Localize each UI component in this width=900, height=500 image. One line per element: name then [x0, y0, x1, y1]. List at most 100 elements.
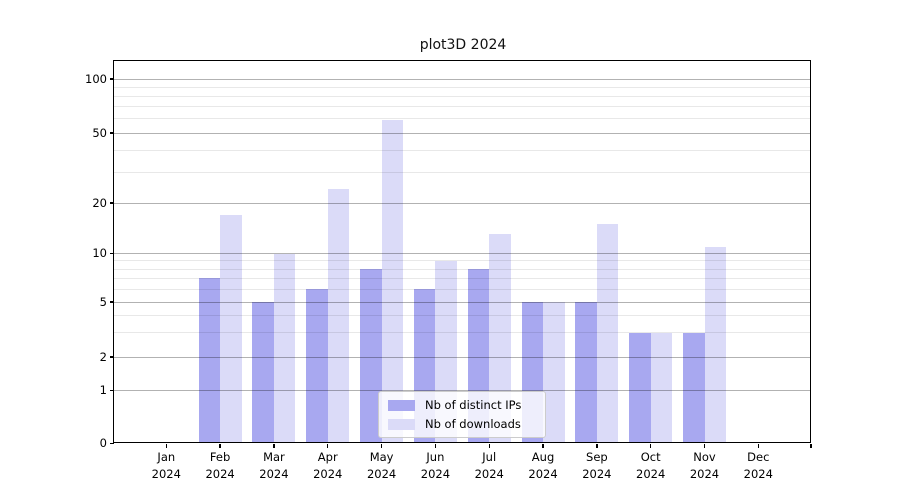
x-tick-mark-mar: [273, 443, 275, 448]
x-tick-year: 2024: [636, 466, 666, 481]
legend-swatch-icon: [388, 418, 415, 430]
x-tick-year: 2024: [205, 466, 235, 481]
x-tick-mark-feb: [219, 443, 221, 448]
bar-feb-s1: [220, 214, 242, 443]
x-tick-year: 2024: [259, 466, 289, 481]
x-tick-year: 2024: [743, 466, 773, 481]
x-tick-mark-corner: [810, 443, 812, 448]
bar-oct-s1: [650, 332, 673, 443]
x-tick-month: Aug: [531, 450, 555, 464]
y-tick-mark-5: [109, 301, 114, 303]
plot-area: [113, 60, 811, 443]
x-tick-label-mar: Mar 2024: [242, 449, 306, 482]
bar-nov-s0: [683, 332, 705, 443]
x-tick-label-jan: Jan 2024: [134, 449, 198, 482]
y-gridline-minor-70: [114, 106, 810, 108]
bar-apr-s0: [306, 289, 328, 443]
y-gridline-major-2: [114, 356, 810, 358]
x-tick-mark-jul: [488, 443, 490, 448]
y-tick-label-50: 50: [92, 125, 107, 140]
x-tick-mark-may: [380, 443, 383, 448]
y-gridline-minor-40: [114, 149, 810, 151]
x-tick-month: Jun: [426, 450, 445, 464]
x-tick-month: Feb: [209, 450, 231, 464]
y-gridline-minor-8: [114, 268, 810, 270]
x-tick-year: 2024: [151, 466, 181, 481]
bar-may-s0: [360, 269, 382, 443]
y-gridline-major-100: [114, 78, 810, 80]
x-tick-label-jun: Jun 2024: [403, 449, 467, 482]
gridlines-layer: [114, 61, 810, 442]
x-tick-label-dec: Dec 2024: [726, 449, 790, 482]
x-tick-year: 2024: [420, 466, 451, 481]
y-tick-label-5: 5: [99, 294, 107, 309]
y-gridline-minor-80: [114, 95, 810, 97]
bar-jul-s1: [489, 234, 511, 443]
x-tick-month: Mar: [263, 450, 285, 464]
x-tick-month: Dec: [747, 450, 770, 464]
x-tick-mark-jun: [434, 443, 437, 448]
legend-row-1: Nb of downloads: [388, 417, 536, 431]
y-tick-label-2: 2: [99, 349, 107, 364]
y-tick-label-1: 1: [99, 383, 107, 397]
y-tick-mark-2: [109, 356, 114, 358]
y-gridline-major-50: [114, 132, 810, 134]
x-tick-month: May: [369, 450, 394, 464]
bar-may-s1: [381, 120, 404, 443]
y-gridline-minor-4: [114, 314, 810, 316]
x-tick-label-nov: Nov 2024: [673, 449, 737, 482]
x-tick-label-sep: Sep 2024: [565, 449, 629, 482]
y-gridline-minor-3: [114, 332, 810, 334]
legend-label: Nb of distinct IPs: [425, 398, 522, 412]
x-tick-month: Sep: [586, 450, 608, 464]
bar-mar-s0: [252, 302, 274, 443]
y-gridline-minor-9: [114, 260, 810, 262]
y-tick-label-100: 100: [85, 71, 107, 86]
x-tick-label-apr: Apr 2024: [296, 449, 360, 482]
legend-swatch-icon: [388, 399, 415, 411]
y-tick-mark-10: [109, 252, 114, 255]
x-tick-mark-aug: [542, 443, 544, 448]
x-tick-mark-dec: [757, 443, 759, 448]
bar-aug-s1: [543, 302, 565, 443]
y-gridline-minor-90: [114, 86, 810, 88]
bar-oct-s0: [629, 332, 651, 443]
y-gridline-minor-6: [114, 288, 810, 290]
x-tick-mark-jan: [165, 443, 167, 448]
x-tick-label-feb: Feb 2024: [188, 449, 252, 482]
x-tick-mark-sep: [596, 443, 598, 448]
x-tick-month: Jan: [157, 450, 176, 464]
y-gridline-minor-30: [114, 171, 810, 173]
bar-sep-s1: [596, 223, 619, 443]
x-tick-year: 2024: [366, 466, 397, 481]
y-gridline-major-20: [114, 202, 810, 204]
y-tick-label-0: 0: [99, 436, 107, 450]
y-tick-mark-20: [109, 202, 114, 204]
x-tick-label-jul: Jul 2024: [457, 449, 521, 482]
x-tick-month: Oct: [640, 450, 661, 464]
x-tick-month: Jul: [482, 450, 497, 464]
bar-mar-s1: [273, 253, 296, 443]
legend-label: Nb of downloads: [425, 417, 521, 431]
x-tick-label-may: May 2024: [350, 449, 414, 482]
legend-row-0: Nb of distinct IPs: [388, 398, 536, 412]
y-tick-mark-50: [109, 132, 114, 134]
x-tick-year: 2024: [528, 466, 558, 481]
y-gridline-major-5: [114, 301, 810, 303]
y-gridline-minor-60: [114, 118, 810, 120]
x-tick-year: 2024: [474, 466, 504, 481]
x-tick-year: 2024: [689, 466, 720, 481]
x-tick-label-aug: Aug 2024: [511, 449, 575, 482]
x-tick-month: Apr: [317, 450, 338, 464]
legend: Nb of distinct IPs Nb of downloads: [378, 391, 546, 438]
x-tick-year: 2024: [313, 466, 343, 481]
chart-title: plot3D 2024: [419, 37, 507, 53]
y-tick-mark-100: [109, 78, 114, 80]
x-tick-mark-apr: [327, 443, 329, 448]
y-tick-mark-1: [109, 389, 114, 392]
x-tick-year: 2024: [582, 466, 612, 481]
y-tick-mark-0: [109, 442, 114, 445]
y-gridline-major-10: [114, 253, 810, 254]
x-tick-mark-oct: [649, 443, 652, 448]
